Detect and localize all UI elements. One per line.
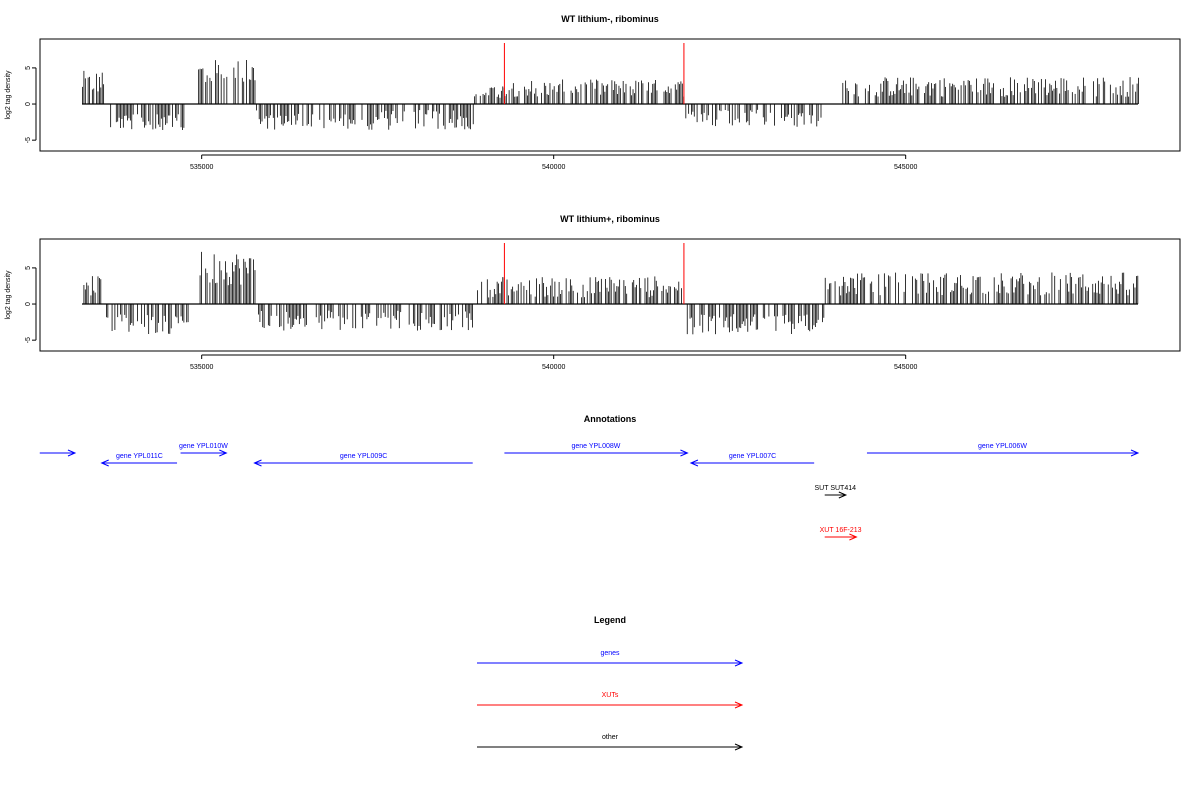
legend-item-xut: XUTs (477, 692, 744, 709)
axes: -5 0 5 535000 540000 545000 (25, 266, 918, 371)
y-tick-label: 0 (25, 302, 32, 306)
feature-arrow-head (1130, 449, 1140, 457)
feature-label: gene YPL010W (179, 443, 228, 450)
feature-arrow-head (680, 449, 689, 457)
legend-label: other (602, 734, 619, 741)
feature-arrow-head (219, 449, 228, 457)
feature-label: gene YPL011C (116, 453, 163, 460)
track-panel-lithium-minus: WT lithium-, ribominus log2 tag density … (5, 14, 1181, 171)
track-panel-lithium-plus: WT lithium+, ribominus log2 tag density … (5, 214, 1181, 371)
annotations-title: Annotations (584, 414, 637, 424)
panel-title: WT lithium-, ribominus (561, 14, 659, 24)
feature-unnamed (39, 449, 77, 457)
x-tick-label: 540000 (542, 364, 565, 371)
y-tick-label: -5 (25, 337, 32, 343)
legend-label: genes (600, 650, 620, 657)
legend-item-gene: genes (477, 650, 744, 667)
density-bars (82, 243, 1139, 335)
x-tick-label: 540000 (542, 164, 565, 171)
y-tick-label: 0 (25, 102, 32, 106)
legend-title: Legend (594, 615, 626, 625)
feature-xut-16f-213: XUT 16F-213 (820, 527, 862, 541)
feature-gene-ypl009c: gene YPL009C (253, 453, 473, 467)
y-tick-label: -5 (25, 137, 32, 143)
legend-arrow-head (734, 743, 744, 751)
feature-arrow-head (100, 459, 109, 467)
plot-frame (39, 238, 1181, 352)
feature-gene-ypl008w: gene YPL008W (504, 443, 689, 457)
y-tick-label: 5 (25, 266, 32, 270)
feature-label: XUT 16F-213 (820, 527, 862, 534)
legend-item-other: other (477, 734, 744, 751)
x-tick-label: 545000 (894, 164, 917, 171)
x-tick-label: 535000 (190, 364, 213, 371)
legend: Legend genes XUTs other (477, 615, 744, 751)
feature-arrow-head (838, 491, 848, 499)
legend-arrow-head (734, 659, 744, 667)
feature-arrow-head (67, 449, 77, 457)
feature-sut-sut414: SUT SUT414 (815, 485, 857, 499)
feature-label: gene YPL007C (729, 453, 776, 460)
legend-arrow-head (734, 701, 744, 709)
density-bars (82, 43, 1139, 131)
axes: -5 0 5 535000 540000 545000 (25, 66, 918, 171)
feature-arrows: gene YPL011C gene YPL010W gene YPL009C gene… (39, 443, 1140, 541)
feature-arrow-head (849, 533, 858, 541)
feature-label: gene YPL008W (571, 443, 620, 450)
plot-frame (39, 38, 1181, 152)
feature-arrow-head (253, 459, 262, 467)
feature-label: gene YPL006W (978, 443, 1027, 450)
feature-label: SUT SUT414 (815, 485, 857, 492)
y-axis-label: log2 tag density (5, 270, 12, 320)
feature-arrow-head (689, 459, 699, 467)
y-tick-label: 5 (25, 66, 32, 70)
legend-label: XUTs (602, 692, 619, 699)
x-tick-label: 545000 (894, 364, 917, 371)
feature-label: gene YPL009C (340, 453, 387, 460)
x-tick-label: 535000 (190, 164, 213, 171)
feature-gene-ypl007c: gene YPL007C (689, 453, 815, 467)
panel-title: WT lithium+, ribominus (560, 214, 660, 224)
feature-gene-ypl010w: gene YPL010W (179, 443, 228, 457)
feature-gene-ypl006w: gene YPL006W (866, 443, 1140, 457)
y-axis-label: log2 tag density (5, 70, 12, 120)
legend-items: genes XUTs other (477, 650, 744, 751)
feature-gene-ypl011c: gene YPL011C (100, 453, 178, 467)
